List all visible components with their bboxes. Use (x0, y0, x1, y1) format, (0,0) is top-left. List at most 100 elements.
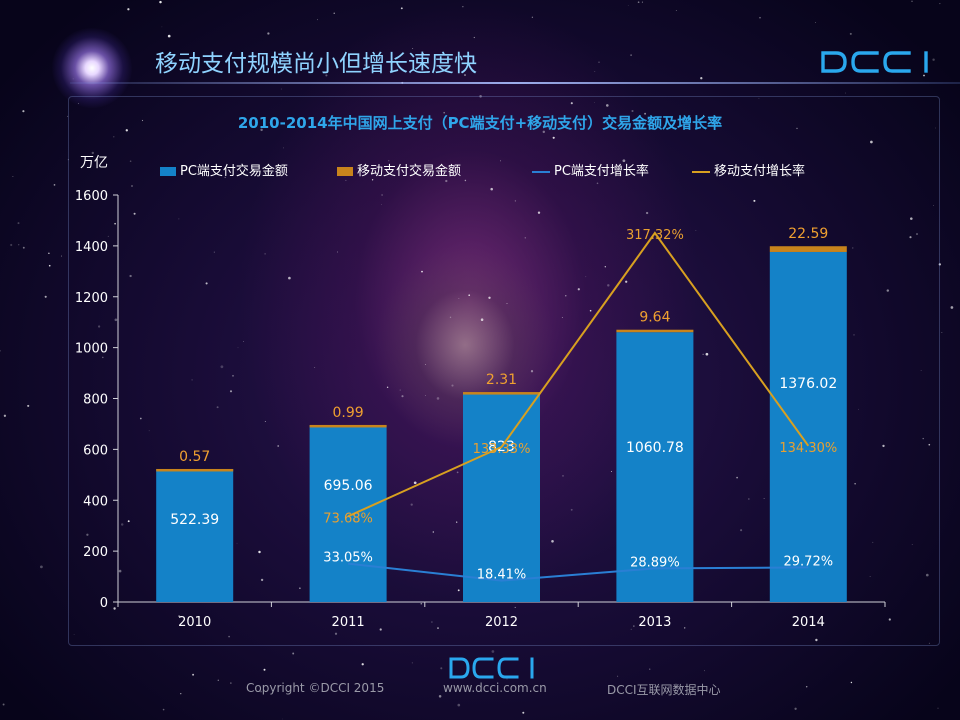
bar-pc-amount (616, 332, 694, 602)
star (267, 32, 270, 35)
star (148, 430, 150, 432)
star (451, 384, 454, 387)
star (604, 266, 606, 268)
star (361, 663, 364, 666)
star (237, 347, 239, 349)
star (97, 325, 101, 328)
data-label-mobile-amount: 22.59 (788, 226, 828, 242)
star (192, 673, 195, 676)
star (922, 437, 924, 440)
star (53, 184, 56, 186)
data-label-pc-amount: 695.06 (324, 478, 373, 494)
y-tick-label: 1600 (75, 189, 108, 204)
star (73, 634, 75, 635)
star (229, 390, 233, 393)
star (399, 389, 401, 391)
star (236, 542, 238, 544)
bar-pc-amount (463, 392, 540, 602)
star (849, 32, 852, 35)
star (167, 34, 171, 38)
star (421, 52, 425, 56)
star (22, 110, 25, 113)
star (524, 237, 526, 239)
star (551, 540, 554, 543)
data-label-mobile-amount: 0.99 (333, 405, 364, 421)
star (180, 693, 182, 695)
star (283, 147, 285, 149)
y-tick-label: 200 (83, 545, 108, 560)
star (18, 244, 20, 246)
star (637, 1, 640, 4)
star (928, 642, 930, 644)
star (364, 64, 366, 66)
star (785, 173, 789, 177)
star (258, 550, 261, 554)
star (449, 316, 452, 319)
star (916, 233, 918, 235)
star (130, 184, 134, 188)
star (805, 686, 808, 688)
star (17, 222, 20, 225)
star (379, 628, 382, 631)
star (178, 218, 180, 220)
star (282, 718, 284, 720)
star (853, 334, 855, 336)
x-tick-label: 2012 (485, 615, 518, 630)
star (506, 678, 508, 680)
star (872, 541, 874, 543)
star (299, 587, 301, 590)
header-divider (70, 82, 960, 84)
star (758, 97, 760, 99)
bar-mobile-amount (769, 246, 847, 252)
star (462, 6, 464, 8)
star (854, 483, 856, 485)
data-label-pc-growth: 18.41% (477, 568, 527, 583)
bar-pc-amount (309, 425, 387, 602)
star (3, 414, 7, 417)
y-axis-unit: 万亿 (80, 155, 108, 171)
star (630, 54, 632, 56)
star (67, 115, 69, 117)
star (252, 169, 255, 172)
y-tick-label: 1000 (75, 342, 108, 357)
y-tick-label: 1200 (75, 291, 108, 306)
star (411, 662, 413, 664)
legend-label: PC端支付增长率 (554, 164, 649, 179)
star (288, 276, 291, 280)
star (255, 688, 257, 689)
star (413, 481, 417, 485)
star (345, 179, 347, 181)
star (48, 252, 50, 254)
chart-title: 2010-2014年中国网上支付（PC端支付+移动支付）交易金额及增长率 (237, 114, 723, 132)
star (2, 703, 5, 706)
footer-dcci-logo-icon (449, 657, 534, 679)
star (649, 668, 651, 670)
star (48, 264, 51, 267)
star (938, 263, 941, 266)
star (260, 128, 263, 132)
star (40, 565, 43, 569)
star (400, 7, 403, 10)
star (850, 681, 853, 684)
legend-label: 移动支付交易金额 (357, 164, 462, 179)
star (911, 543, 913, 545)
star (617, 675, 619, 677)
footer-url[interactable]: www.dcci.com.cn (443, 681, 547, 695)
bar-mobile-amount (156, 468, 234, 472)
star (935, 127, 937, 129)
data-label-mobile-amount: 0.57 (179, 449, 210, 465)
star (589, 309, 592, 312)
star (702, 353, 704, 355)
star (437, 627, 439, 630)
glowing-orb-icon (52, 28, 132, 108)
star (232, 374, 234, 377)
line-pc-growth (347, 562, 809, 582)
star (627, 5, 629, 6)
star (490, 187, 493, 191)
star (603, 169, 606, 172)
star (440, 667, 443, 670)
star (923, 74, 925, 77)
star (387, 159, 390, 162)
star (457, 589, 460, 592)
